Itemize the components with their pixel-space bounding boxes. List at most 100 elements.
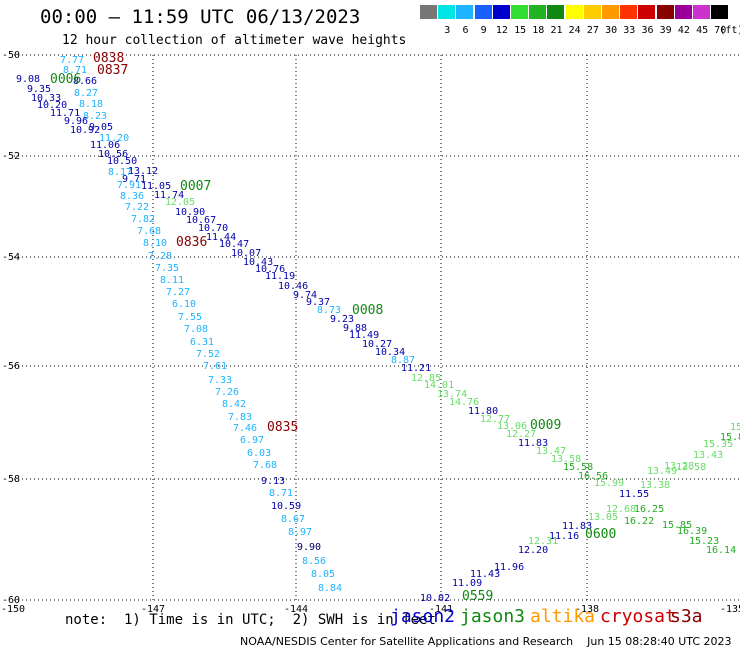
track-value-label: 13.58: [551, 454, 581, 465]
legend-label: 24: [568, 25, 581, 36]
track-value-label: 8.66: [73, 76, 97, 87]
legend-swatch: [420, 5, 437, 19]
track-value-label: 8.36: [120, 191, 144, 202]
track-value-label: 6.03: [247, 448, 271, 459]
track-value-label: 8.18: [79, 99, 103, 110]
track-value-label: 10.20: [37, 100, 67, 111]
time-label: 0837: [97, 63, 128, 78]
track-value-label: 10.56: [98, 149, 128, 160]
track-value-label: 16.25: [634, 504, 664, 515]
legend-label: 3: [444, 25, 451, 36]
track-value-label: 13.58: [676, 462, 706, 473]
track-value-label: 8.10: [143, 238, 167, 249]
track-value-label: 12.20: [518, 545, 548, 556]
track-value-label: 8.11: [160, 275, 184, 286]
track-value-label: 10.90: [175, 207, 205, 218]
track-value-label: 9.13: [261, 476, 285, 487]
track-value-label: 6.31: [190, 337, 214, 348]
legend-label: 39: [659, 25, 672, 36]
track-value-label: 11.19: [265, 271, 295, 282]
track-value-label: 10.34: [375, 347, 405, 358]
track-value-label: 13.47: [536, 446, 566, 457]
track-value-label: 7.91: [117, 180, 141, 191]
track-value-label: 15.23: [689, 536, 719, 547]
track-value-label: 15: [730, 422, 740, 433]
legend-swatch: [693, 5, 710, 19]
track-value-label: 8.23: [83, 111, 107, 122]
track-value-label: 11.49: [349, 330, 379, 341]
track-value-label: 13.28: [664, 461, 694, 472]
track-value-label: 8.05: [311, 569, 335, 580]
track-value-label: 11.83: [518, 438, 548, 449]
track-value-label: 9.37: [306, 297, 330, 308]
longitude-label: -150: [1, 604, 25, 615]
satellite-legend-jason2: jason2: [390, 606, 456, 627]
track-value-label: 16.39: [677, 526, 707, 537]
track-value-label: 13.06: [497, 421, 527, 432]
legend-swatch: [565, 5, 583, 19]
track-value-label: 14.01: [424, 380, 454, 391]
track-value-label: 11.06: [90, 140, 120, 151]
track-value-label: 15.8: [720, 432, 740, 443]
track-value-label: 13.74: [437, 389, 467, 400]
track-value-label: 7.22: [125, 202, 149, 213]
track-value-label: 10.67: [186, 215, 216, 226]
legend-swatch: [511, 5, 528, 19]
track-value-label: 15.58: [563, 462, 593, 473]
track-value-label: 7.08: [184, 324, 208, 335]
track-value-label: 11.83: [562, 521, 592, 532]
track-value-label: 8.56: [302, 556, 326, 567]
track-value-label: 7.35: [155, 263, 179, 274]
track-value-label: 9.08: [16, 74, 40, 85]
track-value-label: 15.35: [703, 439, 733, 450]
legend-swatch: [456, 5, 474, 19]
track-value-label: 13.49: [647, 466, 677, 477]
track-value-label: 9.35: [27, 84, 51, 95]
track-value-label: 9.05: [89, 122, 113, 133]
track-value-label: 7.26: [215, 387, 239, 398]
satellite-legend-s3a: s3a: [670, 606, 703, 627]
track-value-label: 9.74: [293, 290, 317, 301]
track-value-label: 15.99: [594, 478, 624, 489]
track-value-label: 13.12: [128, 166, 158, 177]
track-value-label: 7.55: [178, 312, 202, 323]
credit-line: NOAA/NESDIS Center for Satellite Applica…: [240, 635, 732, 648]
track-value-label: 9.90: [297, 542, 321, 553]
latitude-label: -58: [2, 474, 20, 485]
legend-swatch: [620, 5, 638, 19]
map-grid: [14, 54, 740, 601]
track-value-label: 9.96: [64, 116, 88, 127]
latitude-label: -52: [2, 151, 20, 162]
track-value-label: 14.76: [449, 397, 479, 408]
legend-label: 33: [623, 25, 636, 36]
time-label: 0836: [176, 235, 207, 250]
track-value-label: 10.02: [420, 593, 450, 604]
track-value-label: 9.88: [343, 323, 367, 334]
legend-label: 21: [550, 25, 563, 36]
track-value-label: 16.56: [578, 471, 608, 482]
track-value-label: 11.44: [206, 232, 236, 243]
track-value-label: 8.73: [317, 305, 341, 316]
track-value-label: 10.59: [271, 501, 301, 512]
track-value-label: 7.52: [196, 349, 220, 360]
track-value-label: 11.21: [401, 363, 431, 374]
track-value-label: 10.33: [31, 93, 61, 104]
track-value-label: 12.05: [165, 197, 195, 208]
longitude-label: -141: [429, 604, 453, 615]
time-label: 0007: [180, 179, 211, 194]
track-value-label: 11.74: [154, 190, 184, 201]
track-value-label: 11.80: [468, 406, 498, 417]
longitude-label: -144: [284, 604, 308, 615]
legend-label: 30: [605, 25, 618, 36]
satellite-legend-cryosat: cryosat: [600, 606, 676, 627]
legend-label: 45: [696, 25, 709, 36]
track-value-label: 6.97: [240, 435, 264, 446]
track-value-label: 8.27: [74, 88, 98, 99]
legend-swatch: [656, 5, 674, 19]
longitude-label: -147: [141, 604, 165, 615]
longitude-label: -135: [720, 604, 740, 615]
latitude-label: -60: [2, 595, 20, 606]
track-value-label: 8.97: [288, 527, 312, 538]
